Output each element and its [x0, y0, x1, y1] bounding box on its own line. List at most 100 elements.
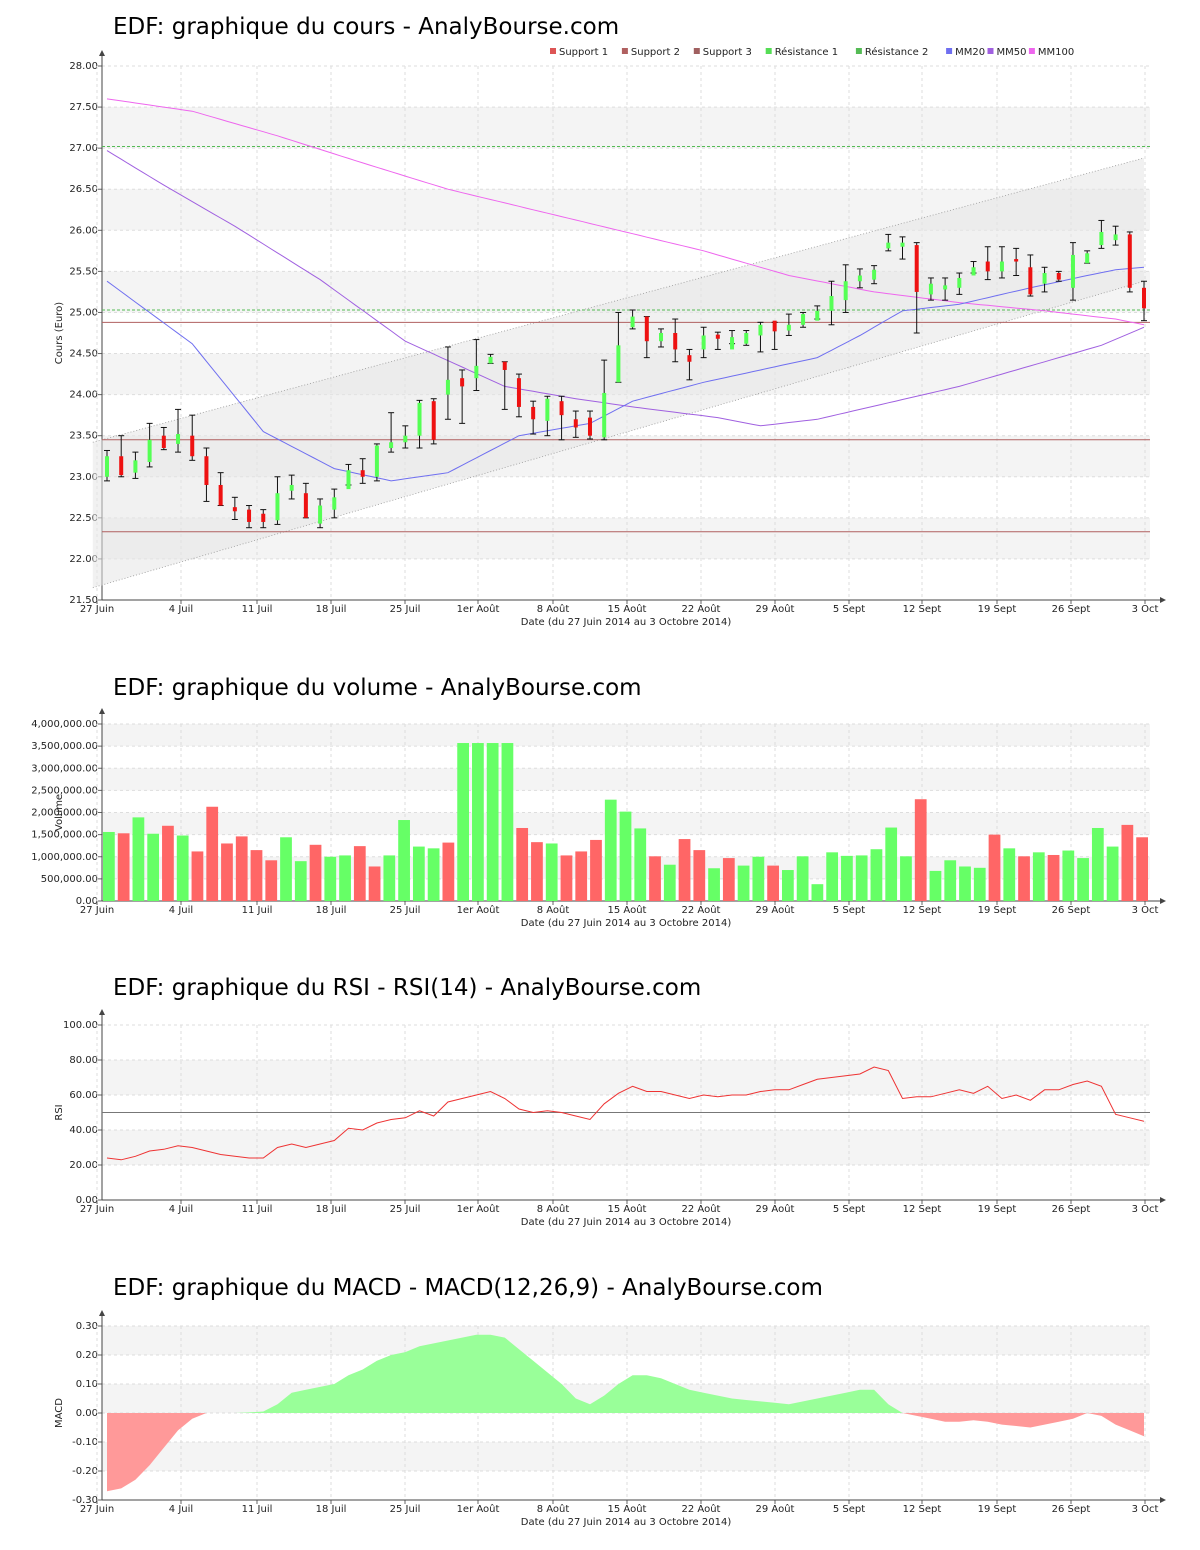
price-candle	[146, 422, 153, 468]
price-candle	[359, 458, 366, 484]
price-candle	[1069, 242, 1076, 301]
volume-bar	[442, 842, 455, 901]
macd-x-tick-label: 26 Sept	[1052, 1504, 1091, 1515]
rsi-x-axis-arrow	[1160, 1197, 1166, 1203]
price-candle-body	[999, 261, 1004, 272]
macd-y-tick-label: 0.20	[76, 1350, 98, 1361]
volume-y-axis-label: Volume	[54, 794, 65, 831]
volume-chart-title: EDF: graphique du volume - AnalyBourse.c…	[113, 675, 642, 701]
macd-y-tick-label: 0.00	[76, 1408, 98, 1419]
price-candle-body	[261, 513, 266, 522]
volume-bar	[545, 843, 558, 901]
price-legend-item: Support 2	[621, 47, 680, 58]
price-candle-body	[360, 470, 365, 477]
price-candle-body	[332, 497, 337, 510]
volume-bar	[1077, 858, 1089, 901]
price-candle-body	[516, 378, 521, 407]
price-candle-body	[374, 445, 379, 477]
volume-bar	[855, 855, 868, 901]
volume-x-tick-label: 5 Sept	[833, 905, 865, 916]
macd-x-tick-label: 29 Août	[756, 1503, 795, 1515]
volume-bar	[900, 856, 912, 901]
volume-y-tick-label: 2,000,000.00	[31, 808, 98, 819]
macd-y-tick-label: -0.20	[72, 1466, 98, 1477]
price-candle	[686, 348, 693, 381]
price-candle	[444, 346, 451, 420]
volume-y-tick-label: 4,000,000.00	[31, 719, 98, 730]
price-candle-body	[758, 324, 763, 336]
price-candle	[373, 443, 380, 482]
price-candle-body	[815, 310, 820, 321]
price-candle	[1141, 280, 1147, 322]
rsi-x-tick-label: 27 Juin	[80, 1204, 114, 1215]
macd-x-tick-label: 8 Août	[537, 1503, 570, 1515]
macd-positive-area	[107, 1334, 1144, 1413]
price-candle-body	[829, 296, 834, 311]
price-y-tick-label: 22.50	[69, 513, 98, 524]
volume-bar	[708, 868, 720, 901]
price-candle	[530, 400, 537, 435]
rsi-x-tick-label: 19 Sept	[978, 1204, 1017, 1215]
volume-bar	[103, 831, 115, 901]
price-legend-item: MM100	[1028, 47, 1074, 58]
price-y-tick-label: 27.00	[69, 143, 98, 154]
price-candle	[302, 482, 309, 519]
volume-x-tick-label: 3 Oct	[1132, 905, 1159, 916]
price-x-tick-label: 12 Sept	[903, 604, 942, 615]
volume-bar	[722, 858, 735, 901]
price-y-tick-label: 24.50	[69, 349, 98, 360]
volume-y-tick-label: 0.00	[76, 896, 98, 907]
volume-bar	[1032, 852, 1045, 901]
price-candle-body	[772, 320, 777, 332]
volume-x-tick-label: 1er Août	[457, 904, 500, 916]
price-candle-body	[673, 333, 678, 350]
price-candle	[927, 277, 934, 301]
price-candle-body	[630, 316, 635, 328]
price-candle-body	[1127, 234, 1132, 288]
volume-bar	[826, 852, 839, 901]
macd-x-axis-arrow	[1160, 1497, 1166, 1503]
volume-y-tick-label: 1,000,000.00	[31, 852, 98, 863]
volume-y-tick-label: 500,000.00	[41, 874, 98, 885]
price-candle-body	[303, 493, 308, 518]
volume-bar	[221, 843, 233, 901]
macd-y-tick-label: -0.10	[72, 1437, 98, 1448]
volume-bar	[294, 861, 307, 901]
price-y-tick-label: 25.50	[69, 266, 98, 277]
price-candle	[402, 425, 409, 449]
price-candle-body	[488, 356, 493, 364]
macd-x-tick-label: 5 Sept	[833, 1504, 865, 1515]
volume-y-axis-arrow	[99, 708, 105, 714]
price-candle-body	[587, 417, 592, 436]
rsi-x-tick-label: 3 Oct	[1132, 1204, 1159, 1215]
price-candle-body	[275, 493, 280, 521]
volume-bar	[1018, 856, 1030, 901]
price-candle-body	[1099, 231, 1104, 246]
price-candle	[558, 395, 565, 441]
volume-bar	[885, 827, 898, 901]
rsi-x-tick-label: 22 Août	[682, 1203, 721, 1215]
rsi-y-tick-label: 100.00	[63, 1020, 98, 1031]
volume-bar	[1062, 850, 1075, 901]
price-y-tick-label: 28.00	[69, 61, 98, 72]
volume-bar	[590, 839, 602, 901]
volume-bar	[929, 870, 942, 901]
price-candle-body	[1113, 234, 1118, 241]
price-x-tick-label: 15 Août	[608, 603, 647, 615]
price-candle-body	[886, 242, 891, 249]
volume-x-tick-label: 19 Sept	[978, 905, 1017, 916]
price-y-tick-label: 23.50	[69, 431, 98, 442]
price-candle	[771, 320, 778, 350]
price-x-axis-arrow	[1160, 597, 1166, 603]
price-candle-body	[801, 314, 806, 325]
price-x-tick-label: 27 Juin	[80, 604, 114, 615]
volume-bar	[235, 836, 248, 901]
price-candle-body	[644, 316, 649, 342]
price-legend-label: Support 1	[559, 47, 608, 58]
volume-bar	[841, 855, 853, 901]
rsi-band	[102, 1130, 1150, 1165]
price-candle-body	[417, 402, 422, 436]
price-candle	[658, 328, 665, 348]
price-candle	[1055, 270, 1062, 282]
price-y-tick-label: 25.00	[69, 307, 98, 318]
